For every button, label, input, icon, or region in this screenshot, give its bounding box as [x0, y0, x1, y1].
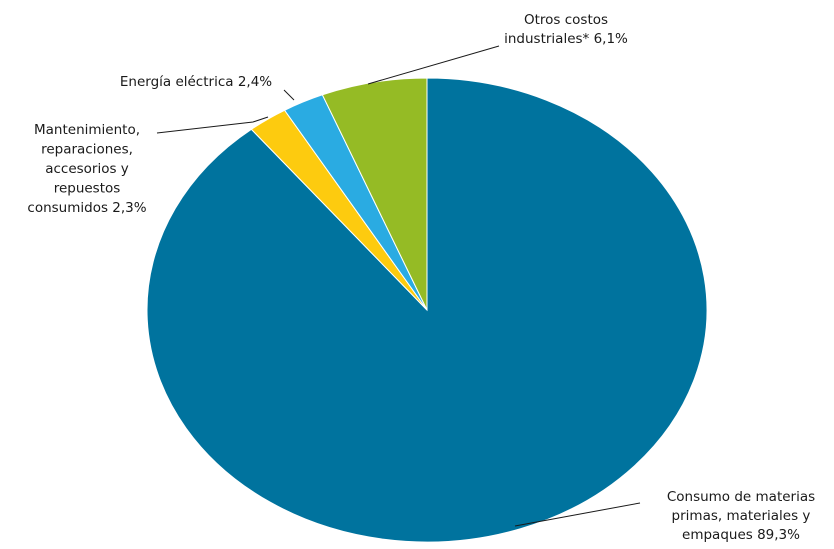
leader-lines	[156, 45, 641, 527]
slice-label-1-line-1: reparaciones,	[41, 142, 133, 158]
leader-line-2	[283, 89, 295, 101]
slice-label-2: Energía eléctrica 2,4%	[120, 74, 272, 90]
slice-label-1-line-4: consumidos 2,3%	[27, 200, 146, 216]
slice-label-3: Otros costos industriales* 6,1%	[504, 12, 628, 47]
slice-label-3-line-0: Otros costos	[524, 12, 608, 28]
slice-labels: Consumo de materias primas, materiales y e…	[27, 12, 815, 543]
slice-label-1-line-2: accesorios y	[45, 161, 129, 177]
slice-label-2-line-0: Energía eléctrica 2,4%	[120, 74, 272, 90]
leader-line-3	[367, 45, 500, 85]
leader-line-0	[514, 502, 641, 527]
slice-label-1-line-3: repuestos	[54, 181, 121, 197]
slice-label-3-line-1: industriales* 6,1%	[504, 31, 628, 47]
slice-label-0: Consumo de materias primas, materiales y e…	[667, 489, 815, 543]
slice-label-0-line-0: Consumo de materias	[667, 489, 815, 505]
leader-line-1	[156, 116, 269, 134]
slice-label-0-line-2: empaques 89,3%	[682, 527, 800, 543]
slice-label-0-line-1: primas, materiales y	[672, 508, 811, 524]
slice-label-1: Mantenimiento, reparaciones, accesorios y r…	[27, 122, 146, 216]
slice-label-1-line-0: Mantenimiento,	[34, 122, 140, 138]
pie-slices	[146, 77, 708, 543]
